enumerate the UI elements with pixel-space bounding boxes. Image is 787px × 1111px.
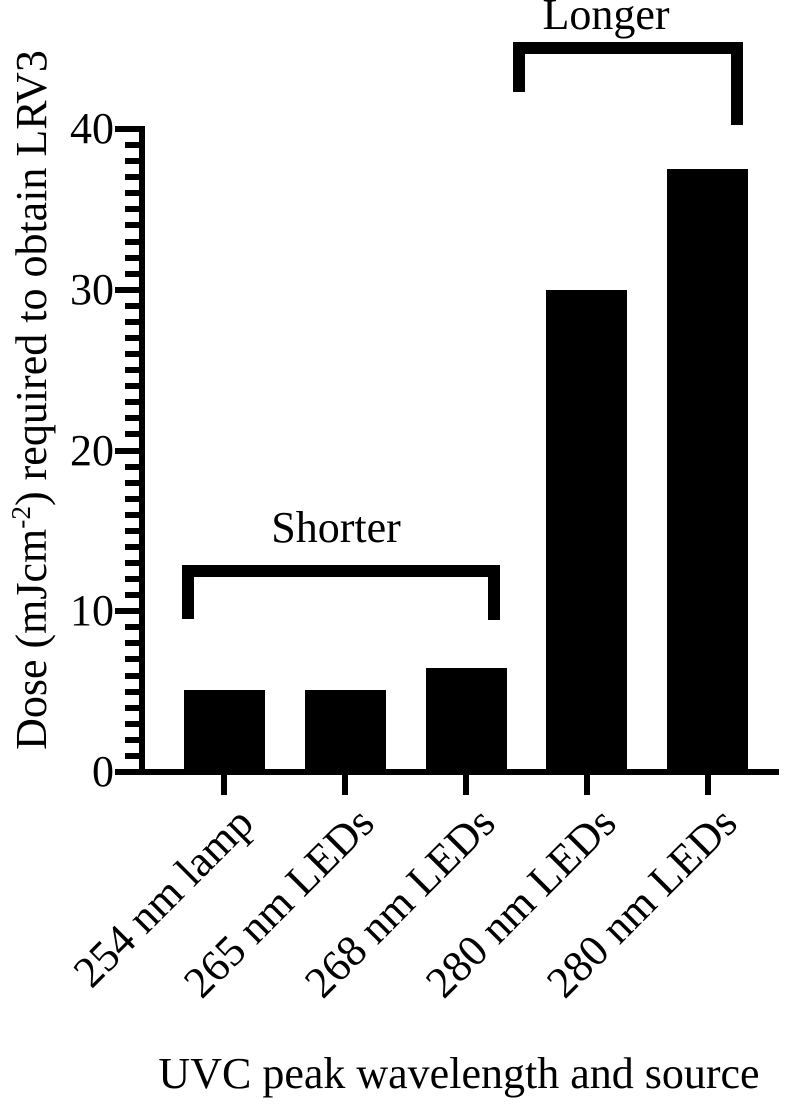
y-minor-tick — [125, 624, 139, 631]
y-tick-label: 30 — [70, 264, 114, 314]
y-minor-tick — [125, 367, 139, 374]
y-minor-tick — [125, 672, 139, 679]
y-minor-tick — [125, 238, 139, 245]
y-minor-tick — [125, 302, 139, 309]
x-axis-title: UVC peak wavelength and source — [158, 1049, 760, 1098]
y-major-tick — [115, 447, 139, 454]
y-minor-tick — [125, 576, 139, 583]
y-tick-label: 10 — [70, 586, 114, 636]
x-tick — [463, 775, 469, 795]
y-minor-tick — [125, 318, 139, 325]
bracket-bar — [513, 42, 743, 54]
y-tick-label: 20 — [70, 425, 114, 475]
y-minor-tick — [125, 431, 139, 438]
y-minor-tick — [125, 399, 139, 406]
y-minor-tick — [125, 479, 139, 486]
bracket-label: Longer — [542, 0, 670, 39]
x-tick — [704, 775, 711, 795]
y-minor-tick — [125, 334, 139, 341]
y-minor-tick — [125, 592, 139, 599]
x-tick — [221, 775, 227, 795]
bar — [546, 289, 627, 775]
y-minor-tick — [125, 560, 139, 567]
y-minor-tick — [125, 752, 139, 759]
bracket-right-leg — [488, 565, 500, 620]
y-minor-tick — [125, 736, 139, 743]
x-tick — [583, 775, 590, 795]
y-minor-tick — [125, 254, 139, 261]
bar — [425, 667, 507, 775]
y-tick-label: 0 — [92, 747, 114, 796]
y-minor-tick — [125, 720, 139, 727]
y-minor-tick — [125, 222, 139, 229]
y-minor-tick — [125, 383, 139, 390]
y-minor-tick — [125, 527, 139, 534]
y-minor-tick — [125, 415, 139, 422]
bracket-bar — [182, 565, 500, 577]
bar — [183, 690, 265, 775]
y-minor-tick — [125, 704, 139, 711]
y-minor-tick — [125, 495, 139, 502]
bracket-right-leg — [731, 42, 743, 125]
y-axis-line — [139, 126, 145, 775]
y-minor-tick — [125, 174, 139, 181]
y-minor-tick — [125, 640, 139, 647]
y-major-tick — [115, 608, 139, 615]
y-minor-tick — [125, 190, 139, 197]
y-minor-tick — [125, 158, 139, 165]
bar — [304, 690, 386, 775]
y-major-tick — [115, 286, 139, 293]
bar — [667, 169, 748, 775]
y-minor-tick — [125, 688, 139, 695]
y-major-tick — [115, 126, 139, 132]
y-tick-label: 40 — [70, 104, 114, 153]
y-minor-tick — [125, 142, 139, 149]
y-minor-tick — [125, 511, 139, 518]
bracket-label: Shorter — [271, 503, 401, 552]
y-major-tick — [115, 769, 139, 775]
y-minor-tick — [125, 270, 139, 277]
bracket-left-leg — [513, 42, 525, 92]
y-minor-tick — [125, 543, 139, 550]
y-minor-tick — [125, 351, 139, 358]
x-tick — [342, 775, 348, 795]
y-minor-tick — [125, 463, 139, 470]
bracket-left-leg — [182, 565, 194, 619]
y-minor-tick — [125, 206, 139, 213]
y-minor-tick — [125, 656, 139, 663]
